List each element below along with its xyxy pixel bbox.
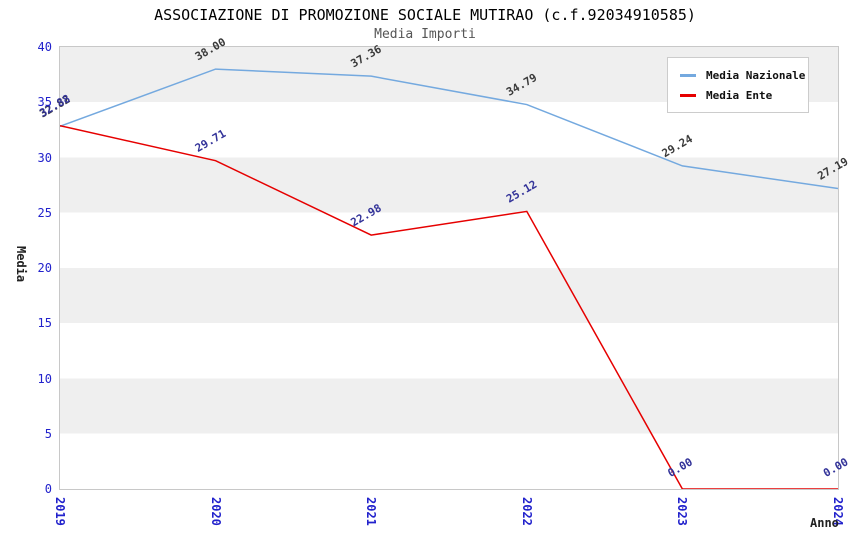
legend-label-ente: Media Ente [706,88,773,102]
nazionale-line-swatch [680,73,696,77]
y-tick-label: 25 [37,205,52,220]
legend-item-ente: Media Ente [680,85,798,105]
y-tick-label: 30 [37,150,52,165]
y-tick-label: 5 [44,426,52,441]
legend: Media Nazionale Media Ente [667,57,809,113]
line-media-ente [60,124,838,489]
x-tick-label: 2023 [675,497,690,526]
series-lines [60,68,838,489]
chart-subtitle: Media Importi [374,27,476,42]
y-tick-label: 40 [37,40,52,54]
y-tick-label: 20 [37,261,52,275]
legend-item-nazionale: Media Nazionale [680,65,805,85]
x-axis-title: Anno [810,516,839,530]
line-media-nazionale [60,68,838,190]
plot-area [60,47,838,489]
x-tick-label: 2020 [208,497,223,526]
y-tick-label: 15 [37,316,52,331]
x-tick-label: 2019 [53,497,67,526]
y-tick-label: 10 [37,371,52,386]
y-axis-title: Media [14,246,28,283]
y-tick-label: 35 [37,95,52,110]
legend-label-nazionale: Media Nazionale [706,68,806,82]
x-tick-label: 2021 [364,497,379,526]
ente-line-swatch [680,93,696,97]
chart-title: ASSOCIAZIONE DI PROMOZIONE SOCIALE MUTIR… [154,6,696,24]
x-tick-label: 2022 [519,497,534,526]
y-tick-label: 0 [44,482,52,496]
